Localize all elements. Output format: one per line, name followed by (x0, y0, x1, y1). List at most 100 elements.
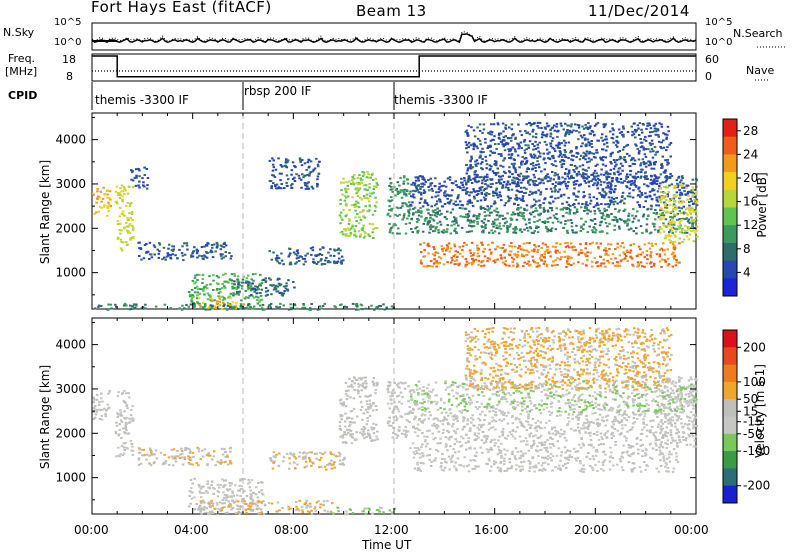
velocity-colorbar-tick-label--200: -200 (743, 479, 770, 493)
power-colorbar-seg-3 (723, 172, 737, 191)
power-colorbar-seg-9 (723, 278, 737, 297)
power-colorbar-seg-8 (723, 260, 737, 279)
x-tick-1: 04:00 (174, 523, 209, 537)
nave-tick-bottom: 0 (705, 70, 712, 83)
velocity-colorbar-tick-label--100: -100 (743, 444, 770, 458)
nave-label: Nave (746, 64, 775, 77)
power-colorbar-tick-label-28: 28 (743, 124, 758, 138)
velocity-colorbar-seg-5 (723, 416, 737, 435)
power-colorbar-seg-4 (723, 189, 737, 208)
power-colorbar-tick-label-12: 12 (743, 218, 758, 232)
freq-tick-top: 18 (62, 53, 76, 66)
power-region-7 (230, 277, 296, 297)
power-colorbar-tick-label-24: 24 (743, 147, 758, 161)
power-colorbar-seg-2 (723, 154, 737, 173)
velocity-colorbar-tick-label--15: -15 (743, 415, 763, 429)
n-sky-tick-top: 10^5 (54, 17, 82, 28)
velocity-region-5 (269, 451, 346, 471)
power-ytick-label-2000: 2000 (55, 221, 86, 235)
velocity-colorbar-seg-3 (723, 381, 737, 400)
x-tick-5: 20:00 (574, 523, 609, 537)
power-region-0 (92, 186, 112, 217)
velocity-colorbar-seg-9 (723, 485, 737, 504)
power-region-12 (409, 175, 699, 208)
power-ytick-label-3000: 3000 (55, 177, 86, 191)
power-colorbar-seg-6 (723, 225, 737, 244)
x-tick-4: 16:00 (474, 523, 509, 537)
power-colorbar-frame (722, 118, 738, 297)
power-region-8 (268, 157, 321, 190)
cpid-segment-1: themis -3300 IF (95, 93, 189, 107)
power-region-10 (338, 170, 379, 239)
velocity-ytick-label-3000: 3000 (55, 382, 86, 396)
frequency-line (92, 55, 696, 78)
velocity-region-12 (464, 326, 673, 391)
n-search-label: N.Search (733, 27, 783, 40)
power-ytick-label-4000: 4000 (55, 133, 86, 147)
x-tick-3: 12:00 (374, 523, 409, 537)
velocity-colorbar-seg-8 (723, 468, 737, 487)
power-region-2 (130, 166, 150, 190)
cpid-label: CPID (8, 89, 38, 102)
velocity-ytick-label-4000: 4000 (55, 338, 86, 352)
velocity-colorbar-tick-label-50: 50 (743, 392, 758, 406)
noise-search-line (91, 31, 697, 43)
power-ytick-label-1000: 1000 (55, 266, 86, 280)
power-colorbar-seg-0 (723, 119, 737, 138)
velocity-colorbar-tick-label-15: 15 (743, 404, 758, 418)
power-region-16 (464, 121, 674, 186)
power-colorbar-tick-label-4: 4 (743, 265, 751, 279)
power-colorbar-tick-label-16: 16 (743, 195, 758, 209)
velocity-colorbar-seg-2 (723, 364, 737, 383)
x-tick-2: 08:00 (274, 523, 309, 537)
velocity-colorbar-frame (722, 329, 738, 504)
power-colorbar-seg-1 (723, 136, 737, 155)
noise-panel-frame (91, 22, 697, 51)
velocity-colorbar-tick-label--50: -50 (743, 427, 763, 441)
cpid-segment-2: rbsp 200 IF (244, 84, 312, 98)
velocity-colorbar-seg-4 (723, 399, 737, 417)
velocity-colorbar-seg-0 (723, 330, 737, 348)
velocity-colorbar-tick-label-200: 200 (743, 340, 766, 354)
power-region-3 (137, 241, 233, 262)
velocity-region-9 (409, 411, 681, 473)
nave-tick-top: 60 (705, 53, 719, 66)
cpid-segment-3: themis -3300 IF (394, 93, 488, 107)
noise-sky-line (91, 33, 697, 44)
velocity-colorbar-tick-label-100: 100 (743, 375, 766, 389)
n-sky-label: N.Sky (3, 26, 35, 39)
power-region-13 (410, 206, 698, 235)
station-title: Fort Hays East (fitACF) (91, 0, 272, 16)
velocity-region-0 (92, 389, 112, 421)
velocity-region-3 (187, 477, 265, 511)
velocity-colorbar-seg-7 (723, 451, 737, 469)
velocity-region-8 (386, 381, 412, 439)
power-region-15 (658, 184, 699, 244)
velocity-region-2 (137, 446, 233, 467)
velocity-ytick-label-2000: 2000 (55, 426, 86, 440)
n-search-tick-top: 10^5 (705, 17, 733, 28)
x-axis-label: Time UT (362, 538, 412, 552)
beam-label: Beam 13 (356, 2, 427, 20)
n-sky-tick-bottom: 10^0 (54, 37, 82, 48)
velocity-region-4 (197, 499, 334, 515)
velocity-region-1 (114, 389, 135, 458)
n-search-tick-bottom: 10^0 (705, 37, 733, 48)
velocity-colorbar-seg-6 (723, 433, 737, 452)
freq-label: Freq. (8, 52, 36, 65)
x-tick-0: 00:00 (74, 523, 109, 537)
freq-tick-bottom: 8 (66, 70, 73, 83)
x-tick-6: 00:00 (674, 523, 709, 537)
power-colorbar-tick-label-8: 8 (743, 242, 751, 256)
freq-unit-label: [MHz] (5, 65, 38, 78)
power-region-9 (268, 246, 345, 266)
velocity-ytick-label-1000: 1000 (55, 471, 86, 485)
power-region-1 (114, 184, 135, 252)
power-colorbar-tick-label-20: 20 (743, 171, 758, 185)
power-colorbar-seg-7 (723, 242, 737, 262)
date-label: 11/Dec/2014 (588, 2, 690, 20)
power-colorbar-seg-5 (723, 207, 737, 226)
velocity-region-7 (338, 376, 379, 445)
power-region-14 (419, 241, 681, 268)
